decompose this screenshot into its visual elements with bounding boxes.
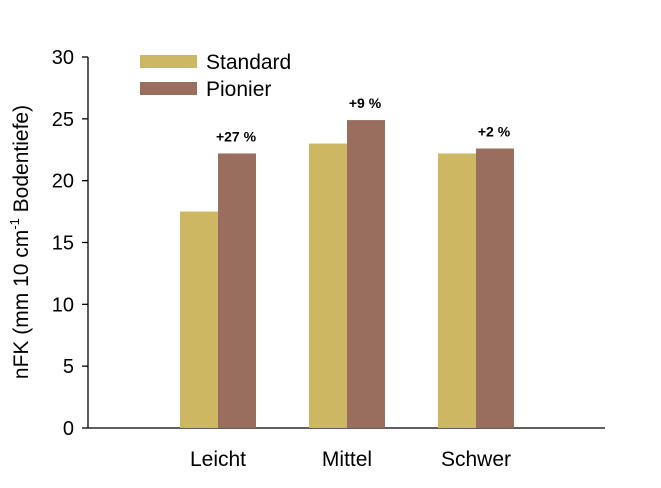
x-category-label: Mittel bbox=[322, 448, 372, 471]
annotations: +27 % +9 % +2 % bbox=[216, 95, 511, 144]
y-axis-label-tail: Bodentiefe) bbox=[10, 105, 33, 218]
bar-standard bbox=[180, 211, 218, 428]
bar-pionier bbox=[218, 153, 256, 428]
legend-swatch bbox=[140, 82, 197, 95]
bar-annotation: +9 % bbox=[349, 95, 382, 111]
bar-annotation: +27 % bbox=[216, 128, 257, 144]
bar-pionier bbox=[476, 148, 514, 428]
y-tick-label: 0 bbox=[63, 418, 74, 440]
y-tick-label: 15 bbox=[52, 233, 74, 255]
legend-label: Pionier bbox=[206, 78, 271, 101]
legend-label: Standard bbox=[206, 51, 291, 74]
y-tick-label: 10 bbox=[52, 294, 74, 316]
y-tick-label: 25 bbox=[52, 109, 74, 131]
y-axis-label-superscript: -1 bbox=[7, 218, 22, 230]
x-category-label: Schwer bbox=[441, 448, 511, 471]
x-category-label: Leicht bbox=[190, 448, 246, 471]
bars bbox=[180, 120, 514, 429]
bar-pionier bbox=[347, 120, 385, 428]
legend: Standard Pionier bbox=[140, 51, 291, 101]
axes: 0 5 10 15 20 25 30 Leicht Mittel Schwer bbox=[52, 47, 605, 471]
y-tick-label: 5 bbox=[63, 356, 74, 378]
y-tick-label: 30 bbox=[52, 47, 74, 69]
bar-standard bbox=[438, 153, 476, 428]
y-axis-label: nFK (mm 10 cm-1 Bodentiefe) bbox=[7, 105, 33, 379]
legend-swatch bbox=[140, 55, 197, 68]
y-tick-label: 20 bbox=[52, 171, 74, 193]
bar-standard bbox=[309, 143, 347, 429]
bar-annotation: +2 % bbox=[478, 124, 511, 140]
